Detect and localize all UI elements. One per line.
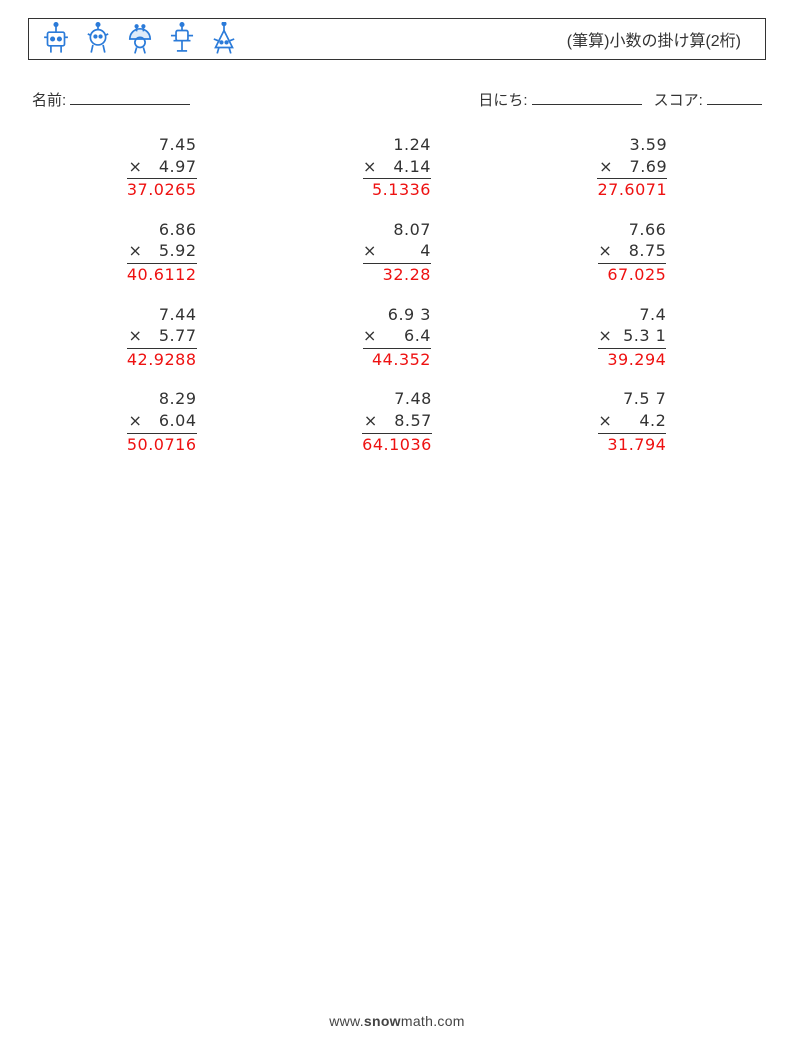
problem: 7.48×8.5764.1036	[279, 388, 514, 455]
problem: 6.9 3×6.444.352	[279, 304, 514, 371]
problem: 3.59×7.6927.6071	[515, 134, 750, 201]
multiplier: ×4.2	[598, 410, 666, 434]
multiplicand: 6.86	[127, 219, 197, 241]
answer: 5.1336	[363, 179, 431, 201]
score-label: スコア:	[654, 92, 703, 109]
footer-url: www.snowmath.com	[329, 1013, 465, 1029]
multiplicand: 3.59	[597, 134, 667, 156]
robot-icon	[39, 22, 73, 56]
multiplier: ×4.14	[363, 156, 431, 180]
answer: 40.6112	[127, 264, 197, 286]
problem: 8.07×432.28	[279, 219, 514, 286]
worksheet-header: (筆算)小数の掛け算(2桁)	[28, 18, 766, 60]
multiplier: ×5.3 1	[598, 325, 666, 349]
multiplicand: 8.07	[363, 219, 431, 241]
multiplicand: 7.66	[598, 219, 666, 241]
multiplicand: 6.9 3	[363, 304, 431, 326]
answer: 64.1036	[362, 434, 432, 456]
problems-grid: 7.45×4.9737.02651.24×4.145.13363.59×7.69…	[28, 134, 766, 455]
info-row: 名前: 日にち: スコア:	[28, 88, 766, 110]
multiplicand: 7.5 7	[598, 388, 666, 410]
answer: 50.0716	[127, 434, 197, 456]
name-blank[interactable]	[70, 88, 190, 105]
multiplier: ×8.75	[598, 240, 666, 264]
footer: www.snowmath.com	[0, 1013, 794, 1029]
answer: 37.0265	[127, 179, 197, 201]
date-blank[interactable]	[532, 88, 642, 105]
multiplier: ×5.92	[127, 240, 197, 264]
problem: 7.45×4.9737.0265	[44, 134, 279, 201]
problem: 7.44×5.7742.9288	[44, 304, 279, 371]
score-blank[interactable]	[707, 88, 762, 105]
problem: 7.4×5.3 139.294	[515, 304, 750, 371]
answer: 27.6071	[597, 179, 667, 201]
multiplier: ×4	[363, 240, 431, 264]
multiplicand: 7.45	[127, 134, 197, 156]
answer: 31.794	[598, 434, 666, 456]
robot-icon	[81, 22, 115, 56]
multiplicand: 7.4	[598, 304, 666, 326]
problem: 7.66×8.7567.025	[515, 219, 750, 286]
answer: 39.294	[598, 349, 666, 371]
multiplier: ×8.57	[362, 410, 432, 434]
multiplier: ×5.77	[127, 325, 197, 349]
multiplier: ×4.97	[127, 156, 197, 180]
robot-icon	[207, 22, 241, 56]
date-label: 日にち:	[478, 92, 527, 109]
multiplicand: 1.24	[363, 134, 431, 156]
robot-icon	[123, 22, 157, 56]
answer: 44.352	[363, 349, 431, 371]
robot-icons	[39, 22, 241, 56]
problem: 7.5 7×4.231.794	[515, 388, 750, 455]
multiplier: ×6.04	[127, 410, 197, 434]
problem: 6.86×5.9240.6112	[44, 219, 279, 286]
answer: 42.9288	[127, 349, 197, 371]
multiplier: ×6.4	[363, 325, 431, 349]
robot-icon	[165, 22, 199, 56]
multiplicand: 7.48	[362, 388, 432, 410]
problem: 1.24×4.145.1336	[279, 134, 514, 201]
problem: 8.29×6.0450.0716	[44, 388, 279, 455]
worksheet-title: (筆算)小数の掛け算(2桁)	[567, 27, 755, 51]
answer: 32.28	[363, 264, 431, 286]
multiplicand: 8.29	[127, 388, 197, 410]
answer: 67.025	[598, 264, 666, 286]
multiplier: ×7.69	[597, 156, 667, 180]
name-label: 名前:	[32, 89, 66, 110]
multiplicand: 7.44	[127, 304, 197, 326]
